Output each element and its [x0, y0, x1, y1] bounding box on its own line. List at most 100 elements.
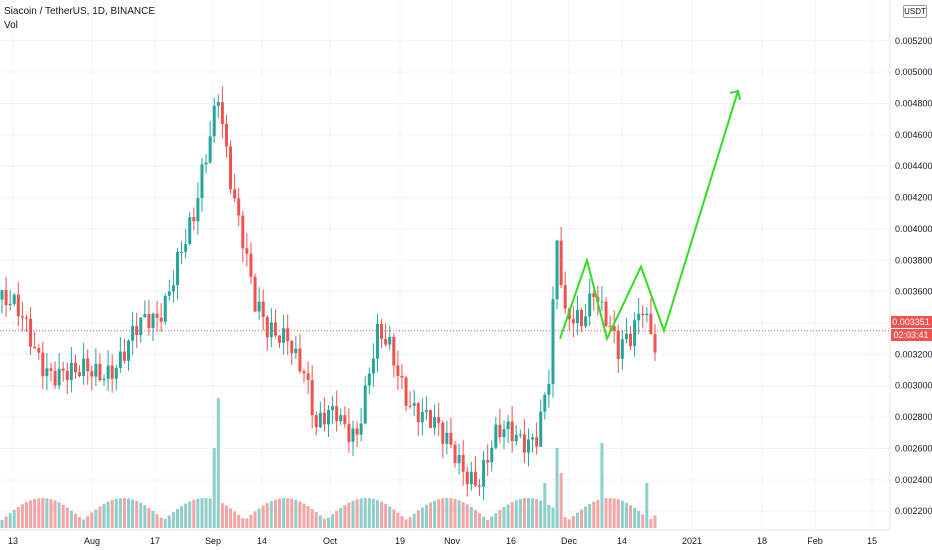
volume-bar — [245, 518, 249, 528]
currency-selector[interactable]: USDT — [903, 5, 927, 18]
volume-bar — [392, 509, 396, 528]
volume-label[interactable]: Vol — [4, 20, 18, 31]
volume-bar — [139, 502, 143, 528]
volume-bar — [482, 516, 486, 528]
volume-bar — [547, 504, 551, 528]
x-tick-label: Sep — [205, 536, 221, 546]
volume-bar — [273, 499, 277, 528]
volume-bar — [241, 518, 245, 528]
candle-body — [16, 294, 20, 317]
x-tick-label: 16 — [506, 536, 516, 546]
candle-body — [151, 313, 155, 329]
volume-bar — [171, 512, 175, 528]
candle-body — [155, 313, 159, 318]
candle-body — [473, 471, 477, 486]
candle-body — [600, 301, 604, 303]
candle-body — [245, 248, 249, 254]
volume-bar — [180, 506, 184, 528]
x-tick-label: 14 — [257, 536, 267, 546]
volume-bar — [216, 398, 220, 528]
volume-bar — [261, 505, 265, 528]
candle-body — [649, 313, 653, 334]
candle-body — [220, 102, 224, 124]
volume-bar — [41, 498, 45, 528]
candle-body — [563, 285, 567, 309]
volume-bar — [502, 506, 506, 528]
candle-body — [261, 301, 265, 318]
candle-body — [143, 313, 147, 318]
volume-bar — [122, 498, 126, 528]
volume-bar — [580, 509, 584, 528]
volume-bar — [347, 502, 351, 528]
x-tick-label: Oct — [323, 536, 338, 546]
volume-bar — [645, 483, 649, 528]
candle-body — [486, 460, 490, 463]
x-tick-label: 15 — [867, 536, 877, 546]
candle-body — [94, 363, 98, 377]
volume-bar — [61, 504, 65, 528]
candle-body — [265, 317, 269, 338]
candle-body — [314, 415, 318, 428]
volume-bars — [0, 398, 657, 528]
candle-body — [441, 422, 445, 444]
candle-body — [339, 415, 343, 421]
volume-bar — [78, 517, 82, 528]
candle-body — [526, 439, 530, 453]
volume-bar — [318, 515, 322, 528]
candle-body — [400, 375, 404, 378]
volume-bar — [143, 505, 147, 528]
candle-body — [612, 325, 616, 331]
volume-bar — [86, 515, 90, 528]
candle-body — [224, 123, 228, 147]
candle-body — [131, 325, 135, 341]
volume-bar — [282, 498, 286, 528]
candle-body — [110, 365, 114, 379]
volume-bar — [588, 503, 592, 528]
volume-bar — [526, 498, 530, 528]
volume-bar — [8, 513, 12, 528]
candle-body — [241, 215, 245, 249]
candle-body — [375, 323, 379, 359]
volume-bar — [612, 498, 616, 528]
volume-bar — [114, 498, 118, 528]
volume-bar — [151, 510, 155, 528]
candle-body — [588, 293, 592, 317]
candle-body — [392, 336, 396, 366]
candle-body — [233, 189, 237, 199]
volume-bar — [575, 512, 579, 528]
volume-bar — [33, 499, 37, 528]
volume-bar — [204, 498, 208, 528]
volume-bar — [24, 502, 28, 528]
candle-body — [461, 454, 465, 472]
volume-bar — [196, 498, 200, 528]
candle-body — [629, 333, 633, 347]
candle-body — [122, 351, 126, 361]
projection-path — [559, 90, 739, 342]
candle-body — [273, 322, 277, 336]
candlesticks — [0, 86, 657, 501]
candle-body — [522, 434, 526, 453]
volume-bar — [494, 513, 498, 528]
volume-bar — [424, 504, 428, 528]
candle-body — [351, 428, 355, 442]
volume-bar — [278, 498, 282, 528]
volume-bar — [375, 500, 379, 528]
candle-body — [616, 330, 620, 359]
volume-bar — [633, 507, 637, 528]
candle-body — [98, 363, 102, 381]
candle-body — [294, 348, 298, 354]
volume-bar — [420, 507, 424, 528]
volume-bar — [404, 519, 408, 528]
candle-body — [592, 293, 596, 297]
candle-body — [624, 333, 628, 340]
volume-bar — [102, 503, 106, 528]
candle-body — [61, 368, 65, 371]
candle-body — [184, 244, 188, 252]
candle-body — [188, 217, 192, 245]
candle-body — [347, 423, 351, 442]
x-tick-label: 14 — [617, 536, 627, 546]
symbol-title[interactable]: Siacoin / TetherUS, 1D, BINANCE — [4, 6, 155, 17]
volume-bar — [155, 514, 159, 528]
volume-bar — [388, 506, 392, 528]
